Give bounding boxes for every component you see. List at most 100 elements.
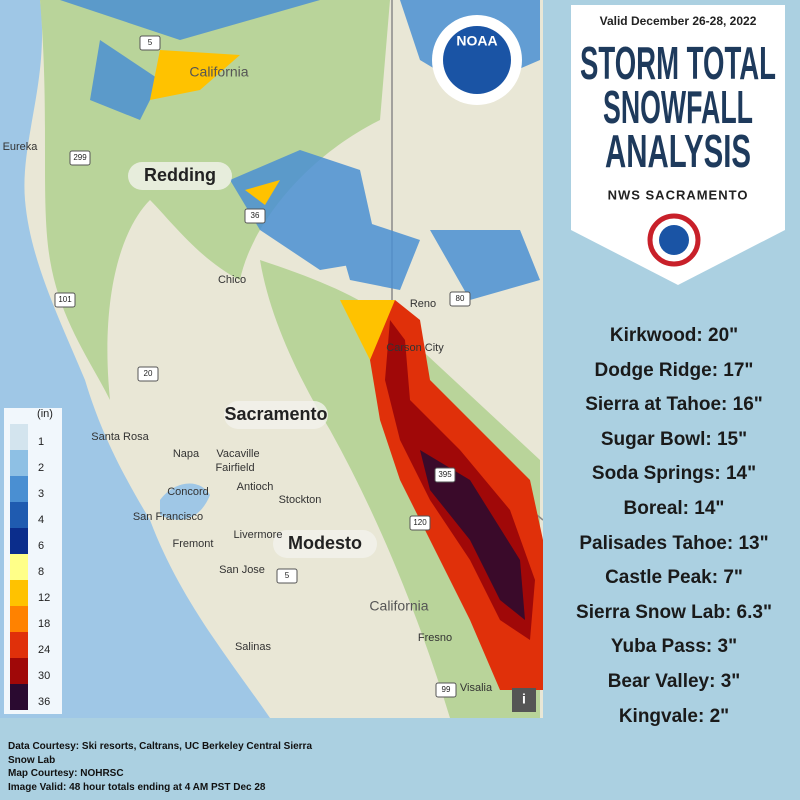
highway-label: 80 xyxy=(456,294,465,303)
town-label: Santa Rosa xyxy=(91,431,149,443)
legend-label: 6 xyxy=(38,540,44,552)
town-label: Concord xyxy=(167,486,209,498)
legend-label: 3 xyxy=(38,488,44,500)
credit-line: Snow Lab xyxy=(8,754,56,766)
legend-label: 30 xyxy=(38,670,50,682)
town-label: San Jose xyxy=(219,564,265,576)
snow-total: Bear Valley: 3" xyxy=(607,671,741,692)
legend-swatch xyxy=(10,476,28,502)
snow-mid xyxy=(150,50,400,360)
info-button[interactable] xyxy=(512,688,536,712)
legend-swatch xyxy=(10,554,28,580)
town-label: Stockton xyxy=(279,494,322,506)
legend-unit: (in) xyxy=(37,408,53,420)
map: NOAA i Redding Sacramento Modesto Eureka Chi… xyxy=(0,0,543,718)
city-halo xyxy=(273,530,377,558)
legend-label: 2 xyxy=(38,462,44,474)
nws-logo xyxy=(647,213,701,267)
highway-shield xyxy=(54,292,76,308)
title-line: ANALYSIS xyxy=(605,125,751,177)
title-line: SNOWFALL xyxy=(603,81,753,133)
town-label: Visalia xyxy=(460,682,493,694)
snow-light xyxy=(60,0,540,300)
town-label: Salinas xyxy=(235,641,272,653)
legend-label: 36 xyxy=(38,696,50,708)
highway-shield xyxy=(139,35,161,51)
snow-heaviest xyxy=(420,450,525,620)
legend-label: 12 xyxy=(38,592,50,604)
state-label: California xyxy=(369,598,428,614)
town-label: Eureka xyxy=(3,141,39,153)
highway-label: 5 xyxy=(285,571,290,580)
legend-swatch xyxy=(10,658,28,684)
town-label: Livermore xyxy=(234,529,283,541)
legend-swatch xyxy=(10,580,28,606)
town-label: Napa xyxy=(173,448,200,460)
credit-line: Data Courtesy: Ski resorts, Caltrans, UC… xyxy=(8,741,313,752)
town-label: Chico xyxy=(218,274,246,286)
legend-swatch xyxy=(10,424,28,450)
snow-total: Dodge Ridge: 17" xyxy=(594,359,754,381)
legend-swatch xyxy=(10,684,28,710)
highway-shield xyxy=(449,291,471,307)
city-label: Sacramento xyxy=(224,404,327,424)
legend-label: 18 xyxy=(38,618,50,630)
highway-label: 120 xyxy=(413,518,427,527)
legend-swatch xyxy=(10,528,28,554)
highway-label: 101 xyxy=(58,295,72,304)
banner xyxy=(571,5,785,285)
legend-swatch xyxy=(10,450,28,476)
highway-label: 99 xyxy=(442,685,451,694)
snow-total: Castle Peak: 7" xyxy=(605,567,743,589)
town-label: Vacaville xyxy=(216,448,259,460)
city-halo xyxy=(224,401,328,429)
snow-total: Sierra at Tahoe: 16" xyxy=(585,394,763,416)
town-label: Carson City xyxy=(386,342,444,354)
town-label: Fairfield xyxy=(215,462,254,474)
city-label: Redding xyxy=(144,165,216,185)
credit-line: Image Valid: 48 hour totals ending at 4 … xyxy=(8,781,266,793)
snow-total: Boreal: 14" xyxy=(623,498,725,519)
credit-line: Map Courtesy: NOHRSC xyxy=(8,768,124,779)
snow-total: Sierra Snow Lab: 6.3" xyxy=(576,601,772,623)
snow-total: Kingvale: 2" xyxy=(618,705,730,727)
valid-date: Valid December 26-28, 2022 xyxy=(600,14,757,28)
highway-label: 5 xyxy=(148,38,153,47)
town-label: Fremont xyxy=(173,538,214,550)
highway-shield xyxy=(435,682,457,698)
snow-total: Soda Springs: 14" xyxy=(591,463,757,485)
info-icon: i xyxy=(522,691,526,707)
highway-shield xyxy=(276,568,298,584)
highway-shield xyxy=(434,467,456,483)
town-label: Reno xyxy=(410,298,436,310)
highway-label: 36 xyxy=(251,211,260,220)
legend-swatch xyxy=(10,502,28,528)
snow-total: Sugar Bowl: 15" xyxy=(600,428,748,450)
highway-shield xyxy=(244,208,266,224)
highway-label: 20 xyxy=(144,369,153,378)
highway-label: 299 xyxy=(73,153,87,162)
legend-label: 8 xyxy=(38,566,44,578)
town-label: Fresno xyxy=(418,632,452,644)
legend-label: 1 xyxy=(38,436,44,448)
snow-total: Palisades Tahoe: 13" xyxy=(579,532,769,554)
highway-label: 395 xyxy=(438,470,452,479)
snow-total: Kirkwood: 20" xyxy=(609,325,739,346)
snow-total: Yuba Pass: 3" xyxy=(610,636,738,658)
city-label: Modesto xyxy=(288,533,362,553)
bay xyxy=(160,483,210,520)
state-label: California xyxy=(189,64,248,80)
ocean xyxy=(0,0,270,718)
city-halo xyxy=(128,162,232,190)
office: NWS SACRAMENTO xyxy=(608,187,749,202)
legend-swatch xyxy=(10,606,28,632)
highway-shield xyxy=(409,515,431,531)
legend-label: 4 xyxy=(38,514,44,526)
logo-text: NOAA xyxy=(456,33,497,49)
legend-swatch xyxy=(10,632,28,658)
legend-label: 24 xyxy=(38,644,50,656)
town-label: San Francisco xyxy=(133,511,203,523)
title-line: STORM TOTAL xyxy=(580,37,776,89)
town-label: Antioch xyxy=(237,481,274,493)
